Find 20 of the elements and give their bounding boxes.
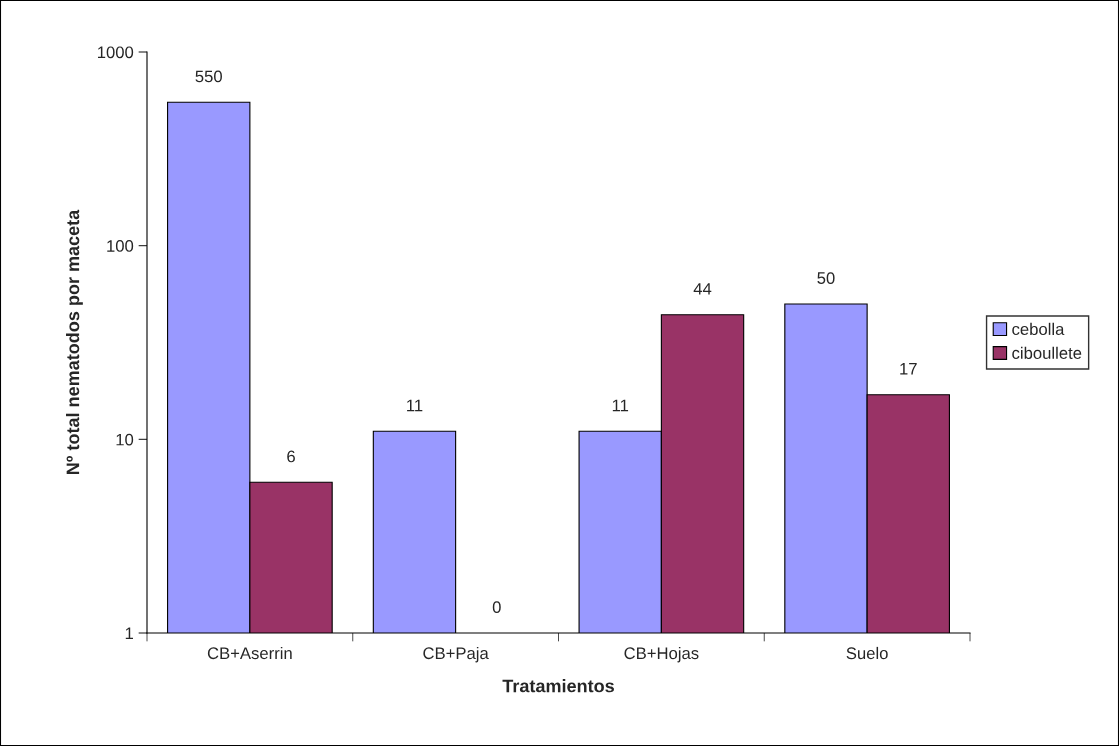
data-label: 6 (287, 450, 295, 463)
y-axis-title: Nº total nematodos por maceta (66, 209, 83, 474)
y-tick-label: 10 (116, 433, 134, 446)
data-label: 550 (195, 70, 222, 83)
legend-label: cebolla (1012, 322, 1065, 336)
y-tick-label: 100 (107, 240, 134, 252)
data-label: 44 (693, 283, 712, 295)
data-label: 11 (407, 399, 423, 412)
x-tick-label: CB+Hojas (624, 646, 699, 663)
legend-label: ciboullete (1012, 346, 1082, 359)
x-tick-label: CB+Aserrin (207, 646, 292, 660)
y-tick-label: 1000 (98, 46, 134, 59)
x-tick-label: CB+Paja (423, 646, 489, 663)
x-axis-title: Tratamientos (502, 679, 614, 693)
data-label: 11 (612, 399, 629, 412)
data-label: 17 (900, 363, 917, 375)
text: 0 (492, 601, 501, 614)
data-label: 50 (817, 272, 835, 285)
x-tick-label: Suelo (846, 646, 888, 660)
y-tick-label: 1 (125, 627, 133, 640)
